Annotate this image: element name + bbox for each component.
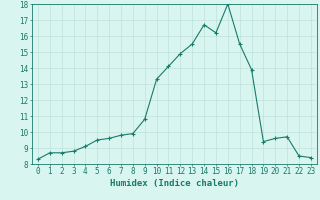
- X-axis label: Humidex (Indice chaleur): Humidex (Indice chaleur): [110, 179, 239, 188]
